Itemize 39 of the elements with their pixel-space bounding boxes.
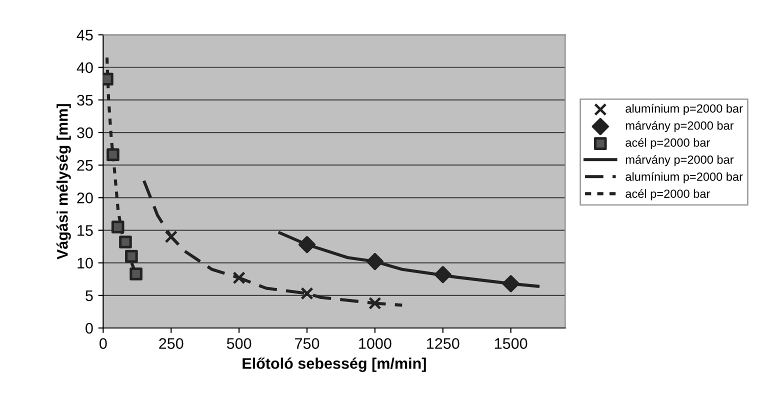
x-tick-label: 1250 (427, 338, 460, 349)
x-tick-label: 0 (100, 338, 107, 349)
legend-label: alumínium p=2000 bar (626, 104, 743, 116)
y-tick-label: 0 (86, 322, 93, 334)
legend-label: márvány p=2000 bar (626, 120, 734, 132)
point (366, 253, 384, 270)
y-tick-label: 15 (78, 225, 93, 236)
point (111, 220, 124, 234)
point (368, 296, 382, 310)
y-tick-label: 40 (76, 62, 93, 74)
legend-label: alumínium p=2000 bar (626, 172, 743, 184)
point (130, 268, 142, 280)
x-tick-label: 250 (159, 338, 184, 349)
y-tick-label: 25 (77, 160, 93, 171)
y-tick-label: 30 (77, 127, 93, 138)
y-tick-label: 45 (76, 30, 93, 40)
x-tick-label: 1500 (495, 338, 528, 349)
y-tick-label: 5 (86, 290, 93, 302)
y-axis-title: Vágási mélység [mm] (56, 104, 71, 260)
legend-label: márvány p=2000 bar (626, 155, 734, 166)
point (125, 250, 138, 263)
x-tick-label: 500 (226, 338, 252, 349)
x-tick-label: 1000 (359, 338, 392, 349)
point (502, 275, 520, 292)
point (434, 266, 452, 284)
y-tick-label: 20 (77, 192, 93, 204)
x-tick-label: 750 (295, 338, 320, 349)
line-series (142, 179, 404, 307)
point (232, 271, 246, 284)
point (298, 236, 316, 254)
point (106, 148, 120, 162)
legend-label: acél p=2000 bar (626, 189, 710, 200)
y-tick-label: 35 (77, 94, 93, 106)
point (300, 287, 314, 300)
point (164, 230, 178, 244)
point (119, 236, 132, 248)
x-axis-title: Előtoló sebesség [m/min] (242, 358, 426, 372)
legend-label: acél p=2000 bar (626, 138, 710, 150)
y-tick-label: 10 (78, 258, 93, 269)
